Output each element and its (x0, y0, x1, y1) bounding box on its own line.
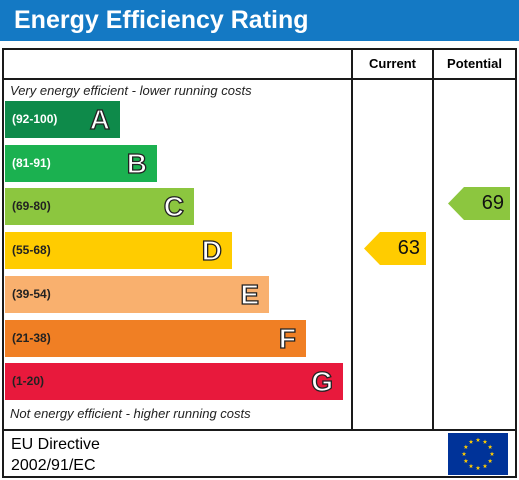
potential-rating-value: 69 (481, 192, 504, 214)
band-range-label: (55-68) (12, 243, 51, 257)
header-divider (2, 78, 517, 80)
star-icon (468, 463, 474, 469)
star-icon (468, 439, 474, 444)
rating-frame (2, 48, 517, 478)
potential-column-header: Potential (447, 56, 502, 71)
title-bar: Energy Efficiency Rating (0, 0, 519, 41)
band-b: (81-91) B (5, 145, 157, 182)
band-d: (55-68) D (5, 232, 232, 269)
star-icon (489, 451, 495, 456)
current-column-header: Current (369, 56, 416, 71)
star-icon (463, 444, 469, 449)
band-letter: E (240, 278, 260, 310)
potential-rating-arrow: 69 (448, 187, 510, 220)
band-letter: B (126, 147, 148, 179)
star-icon (475, 437, 481, 442)
band-c: (69-80) C (5, 188, 194, 225)
current-column-divider (351, 48, 353, 431)
star-icon (482, 439, 488, 444)
band-range-label: (81-91) (12, 156, 51, 170)
star-icon (487, 458, 493, 463)
eu-directive-label: EU Directive (11, 436, 100, 453)
eu-directive-number: 2002/91/EC (11, 457, 96, 474)
band-f: (21-38) F (5, 320, 306, 357)
band-letter: C (163, 190, 185, 222)
star-icon (475, 465, 481, 470)
current-rating-arrow: 63 (364, 232, 426, 265)
star-icon (482, 463, 488, 469)
band-letter: D (201, 234, 223, 266)
eu-flag-icon (448, 433, 508, 475)
current-rating-value: 63 (397, 237, 420, 259)
band-e: (39-54) E (5, 276, 269, 313)
star-icon (487, 444, 493, 449)
band-letter: F (278, 322, 296, 354)
band-letter: G (311, 365, 334, 397)
band-range-label: (69-80) (12, 199, 51, 213)
footer-divider (2, 429, 517, 431)
band-a: (92-100) A (5, 101, 120, 138)
potential-column-divider (432, 48, 434, 431)
star-icon (463, 458, 469, 463)
band-range-label: (39-54) (12, 287, 51, 301)
band-letter: A (89, 103, 111, 135)
band-range-label: (21-38) (12, 331, 51, 345)
band-range-label: (92-100) (12, 112, 58, 126)
bottom-note: Not energy efficient - higher running co… (10, 406, 251, 421)
band-range-label: (1-20) (12, 374, 45, 388)
star-icon (461, 451, 467, 456)
band-g: (1-20) G (5, 363, 343, 400)
chart-title: Energy Efficiency Rating (14, 6, 309, 34)
top-note: Very energy efficient - lower running co… (10, 83, 252, 98)
